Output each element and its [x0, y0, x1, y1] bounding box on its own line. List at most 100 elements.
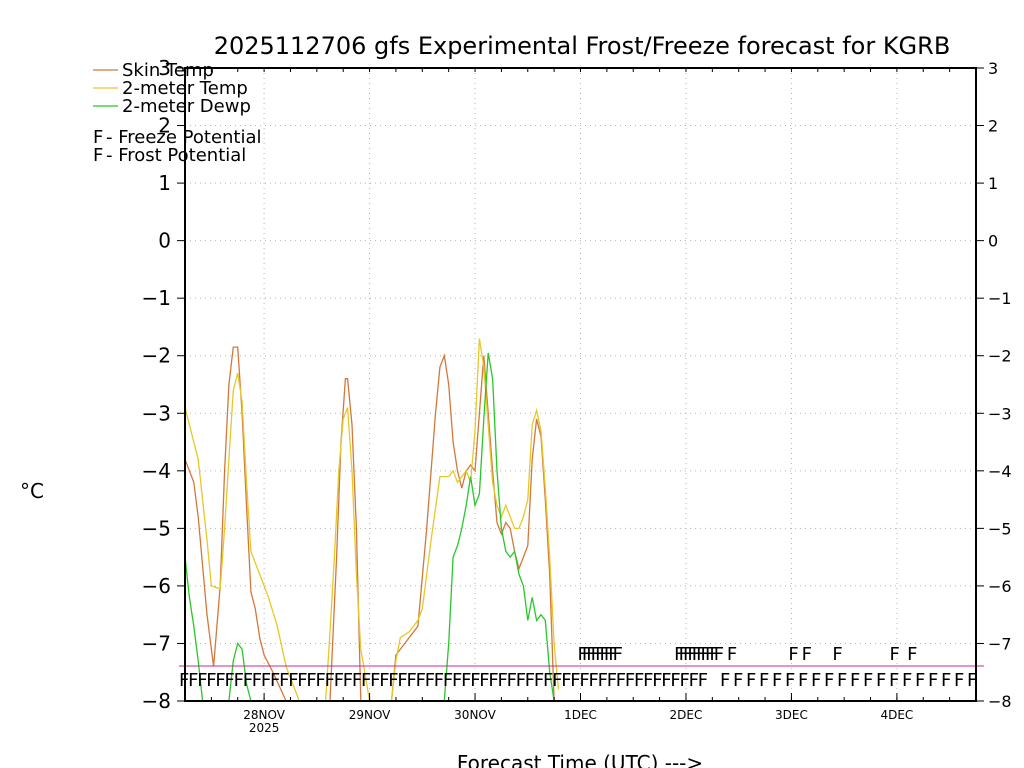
freeze-potential-marker: F: [379, 670, 389, 691]
frost-potential-marker: F: [586, 644, 596, 665]
frost-potential-marker: F: [788, 644, 798, 665]
freeze-potential-marker: F: [824, 670, 834, 691]
frost-potential-marker: F: [709, 644, 719, 665]
freeze-potential-marker: F: [643, 670, 653, 691]
frost-potential-marker: F: [679, 644, 689, 665]
y-tick-label-left: −6: [142, 574, 171, 598]
freeze-potential-marker: F: [661, 670, 671, 691]
freeze-potential-marker: F: [297, 670, 307, 691]
freeze-potential-marker: F: [334, 670, 344, 691]
freeze-potential-marker: F: [479, 670, 489, 691]
y-tick-label-left: −1: [142, 286, 171, 310]
freeze-potential-marker: F: [488, 670, 498, 691]
frost-potential-marker: F: [832, 644, 842, 665]
freeze-potential-marker: F: [352, 670, 362, 691]
freeze-potential-marker: F: [889, 670, 899, 691]
legend-potential-label: - Frost Potential: [106, 145, 246, 166]
freeze-potential-marker: F: [850, 670, 860, 691]
x-tick-sublabel: 2025: [249, 721, 280, 735]
freeze-potential-marker: F: [607, 670, 617, 691]
freeze-potential-marker: F: [416, 670, 426, 691]
y-tick-label-right: −1: [988, 289, 1012, 308]
y-tick-label-right: −6: [988, 577, 1012, 596]
freeze-potential-marker: F: [206, 670, 216, 691]
freeze-potential-marker: F: [772, 670, 782, 691]
freeze-potential-marker: F: [361, 670, 371, 691]
y-axis-label: °C: [20, 479, 44, 503]
frost-potential-marker: F: [599, 644, 609, 665]
freeze-potential-marker: F: [720, 670, 730, 691]
series-2-meter-temp: [185, 338, 560, 701]
frost-potential-marker: F: [595, 644, 605, 665]
frost-potential-marker: F: [683, 644, 693, 665]
frost-potential-marker: F: [705, 644, 715, 665]
x-axis-label: Forecast Time (UTC) --->: [457, 751, 703, 768]
y-tick-label-right: 3: [988, 59, 998, 78]
freeze-potential-marker: F: [498, 670, 508, 691]
frost-potential-marker: F: [674, 644, 684, 665]
freeze-potential-marker: F: [325, 670, 335, 691]
frost-potential-marker: F: [582, 644, 592, 665]
freeze-potential-marker: F: [863, 670, 873, 691]
freeze-potential-marker: F: [461, 670, 471, 691]
freeze-potential-marker: F: [388, 670, 398, 691]
y-tick-label-left: 1: [158, 171, 171, 195]
freeze-potential-marker: F: [876, 670, 886, 691]
y-tick-label-right: −4: [988, 462, 1012, 481]
freeze-potential-marker: F: [570, 670, 580, 691]
freeze-potential-marker: F: [733, 670, 743, 691]
freeze-potential-marker: F: [215, 670, 225, 691]
y-tick-label-right: 0: [988, 232, 998, 251]
y-tick-label-right: 2: [988, 117, 998, 136]
freeze-potential-marker: F: [507, 670, 517, 691]
grid-lines: [185, 68, 976, 701]
y-tick-label-right: 1: [988, 174, 998, 193]
freeze-potential-marker: F: [443, 670, 453, 691]
y-tick-label-left: −4: [142, 459, 171, 483]
legend-potential-mark: F: [93, 127, 103, 148]
freeze-potential-marker: F: [370, 670, 380, 691]
y-tick-label-left: −8: [142, 689, 171, 713]
frost-potential-marker: F: [907, 644, 917, 665]
y-tick-label-left: 0: [158, 229, 171, 253]
frost-potential-marker: F: [696, 644, 706, 665]
y-tick-label-right: −5: [988, 519, 1012, 538]
freeze-potential-marker: F: [785, 670, 795, 691]
freeze-potential-marker: F: [759, 670, 769, 691]
freeze-potential-marker: F: [928, 670, 938, 691]
frost-potential-marker: F: [604, 644, 614, 665]
freeze-potential-marker: F: [407, 670, 417, 691]
freeze-potential-marker: F: [967, 670, 977, 691]
frost-potential-marker: F: [608, 644, 618, 665]
y-tick-label-left: −7: [142, 631, 171, 655]
legend-label: 2-meter Dewp: [122, 96, 251, 117]
freeze-potential-marker: F: [634, 670, 644, 691]
x-tick-label: 4DEC: [880, 708, 913, 722]
y-tick-label-left: −5: [142, 516, 171, 540]
legend-potential-mark: F: [93, 145, 103, 166]
frost-potential-marker: F: [714, 644, 724, 665]
frost-potential-marker: F: [578, 644, 588, 665]
freeze-potential-marker: F: [902, 670, 912, 691]
series-2-meter-dewp: [185, 352, 555, 701]
frost-potential-marker: F: [802, 644, 812, 665]
y-tick-label-right: −7: [988, 634, 1012, 653]
freeze-potential-marker: F: [434, 670, 444, 691]
freeze-potential-marker: F: [954, 670, 964, 691]
x-tick-label: 3DEC: [775, 708, 808, 722]
frost-potential-marker: F: [701, 644, 711, 665]
freeze-potential-marker: F: [811, 670, 821, 691]
freeze-potential-marker: F: [306, 670, 316, 691]
freeze-potential-marker: F: [598, 670, 608, 691]
frost-potential-marker: F: [727, 644, 737, 665]
potential-markers: FFFFFFFFFFFFFFFFFFFFFFFFFFFFFFFFFFFFFFFF…: [179, 644, 984, 691]
freeze-potential-marker: F: [316, 670, 326, 691]
freeze-potential-marker: F: [525, 670, 535, 691]
y-tick-label-left: −3: [142, 401, 171, 425]
freeze-potential-marker: F: [552, 670, 562, 691]
legend-label: 2-meter Temp: [122, 78, 248, 99]
freeze-potential-marker: F: [288, 670, 298, 691]
chart-title: 2025112706 gfs Experimental Frost/Freeze…: [214, 32, 951, 60]
